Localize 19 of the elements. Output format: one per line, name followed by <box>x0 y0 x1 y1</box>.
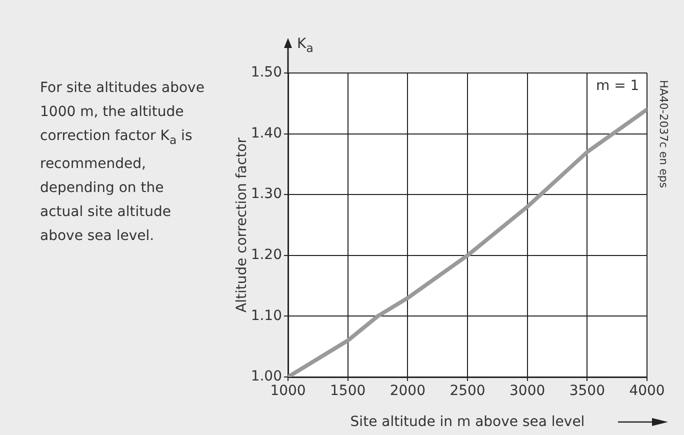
annotation: m = 1 <box>596 78 640 94</box>
y-tick-label: 1.10 <box>250 308 282 324</box>
x-tick-label: 2500 <box>450 383 486 400</box>
text: HA40-2037c en eps <box>657 80 670 188</box>
x-tick-label: 3500 <box>569 383 605 400</box>
text: For site altitudes above 1000 m, the altitude correction factor K$_{a}$ is recommended, depending on the actual site altitude above sea level. <box>40 80 204 244</box>
y-axis-title: Altitude correction factor <box>234 137 250 312</box>
y-tick-label: 1.20 <box>250 247 282 264</box>
y-tick-label: 1.40 <box>250 125 282 142</box>
x-axis-title: Site altitude in m above sea level <box>350 414 585 430</box>
x-tick-label: 2000 <box>390 383 426 400</box>
y-tick-label: 1.50 <box>250 64 282 81</box>
y-tick-label: 1.00 <box>250 368 282 385</box>
x-tick-label: 1500 <box>330 383 366 400</box>
x-tick-label: 4000 <box>629 383 665 400</box>
x-tick-label: 3000 <box>510 383 546 400</box>
y-tick-label: 1.30 <box>250 186 282 202</box>
x-tick-label: 1000 <box>270 383 306 400</box>
text: K$_{a}$ <box>297 36 314 55</box>
